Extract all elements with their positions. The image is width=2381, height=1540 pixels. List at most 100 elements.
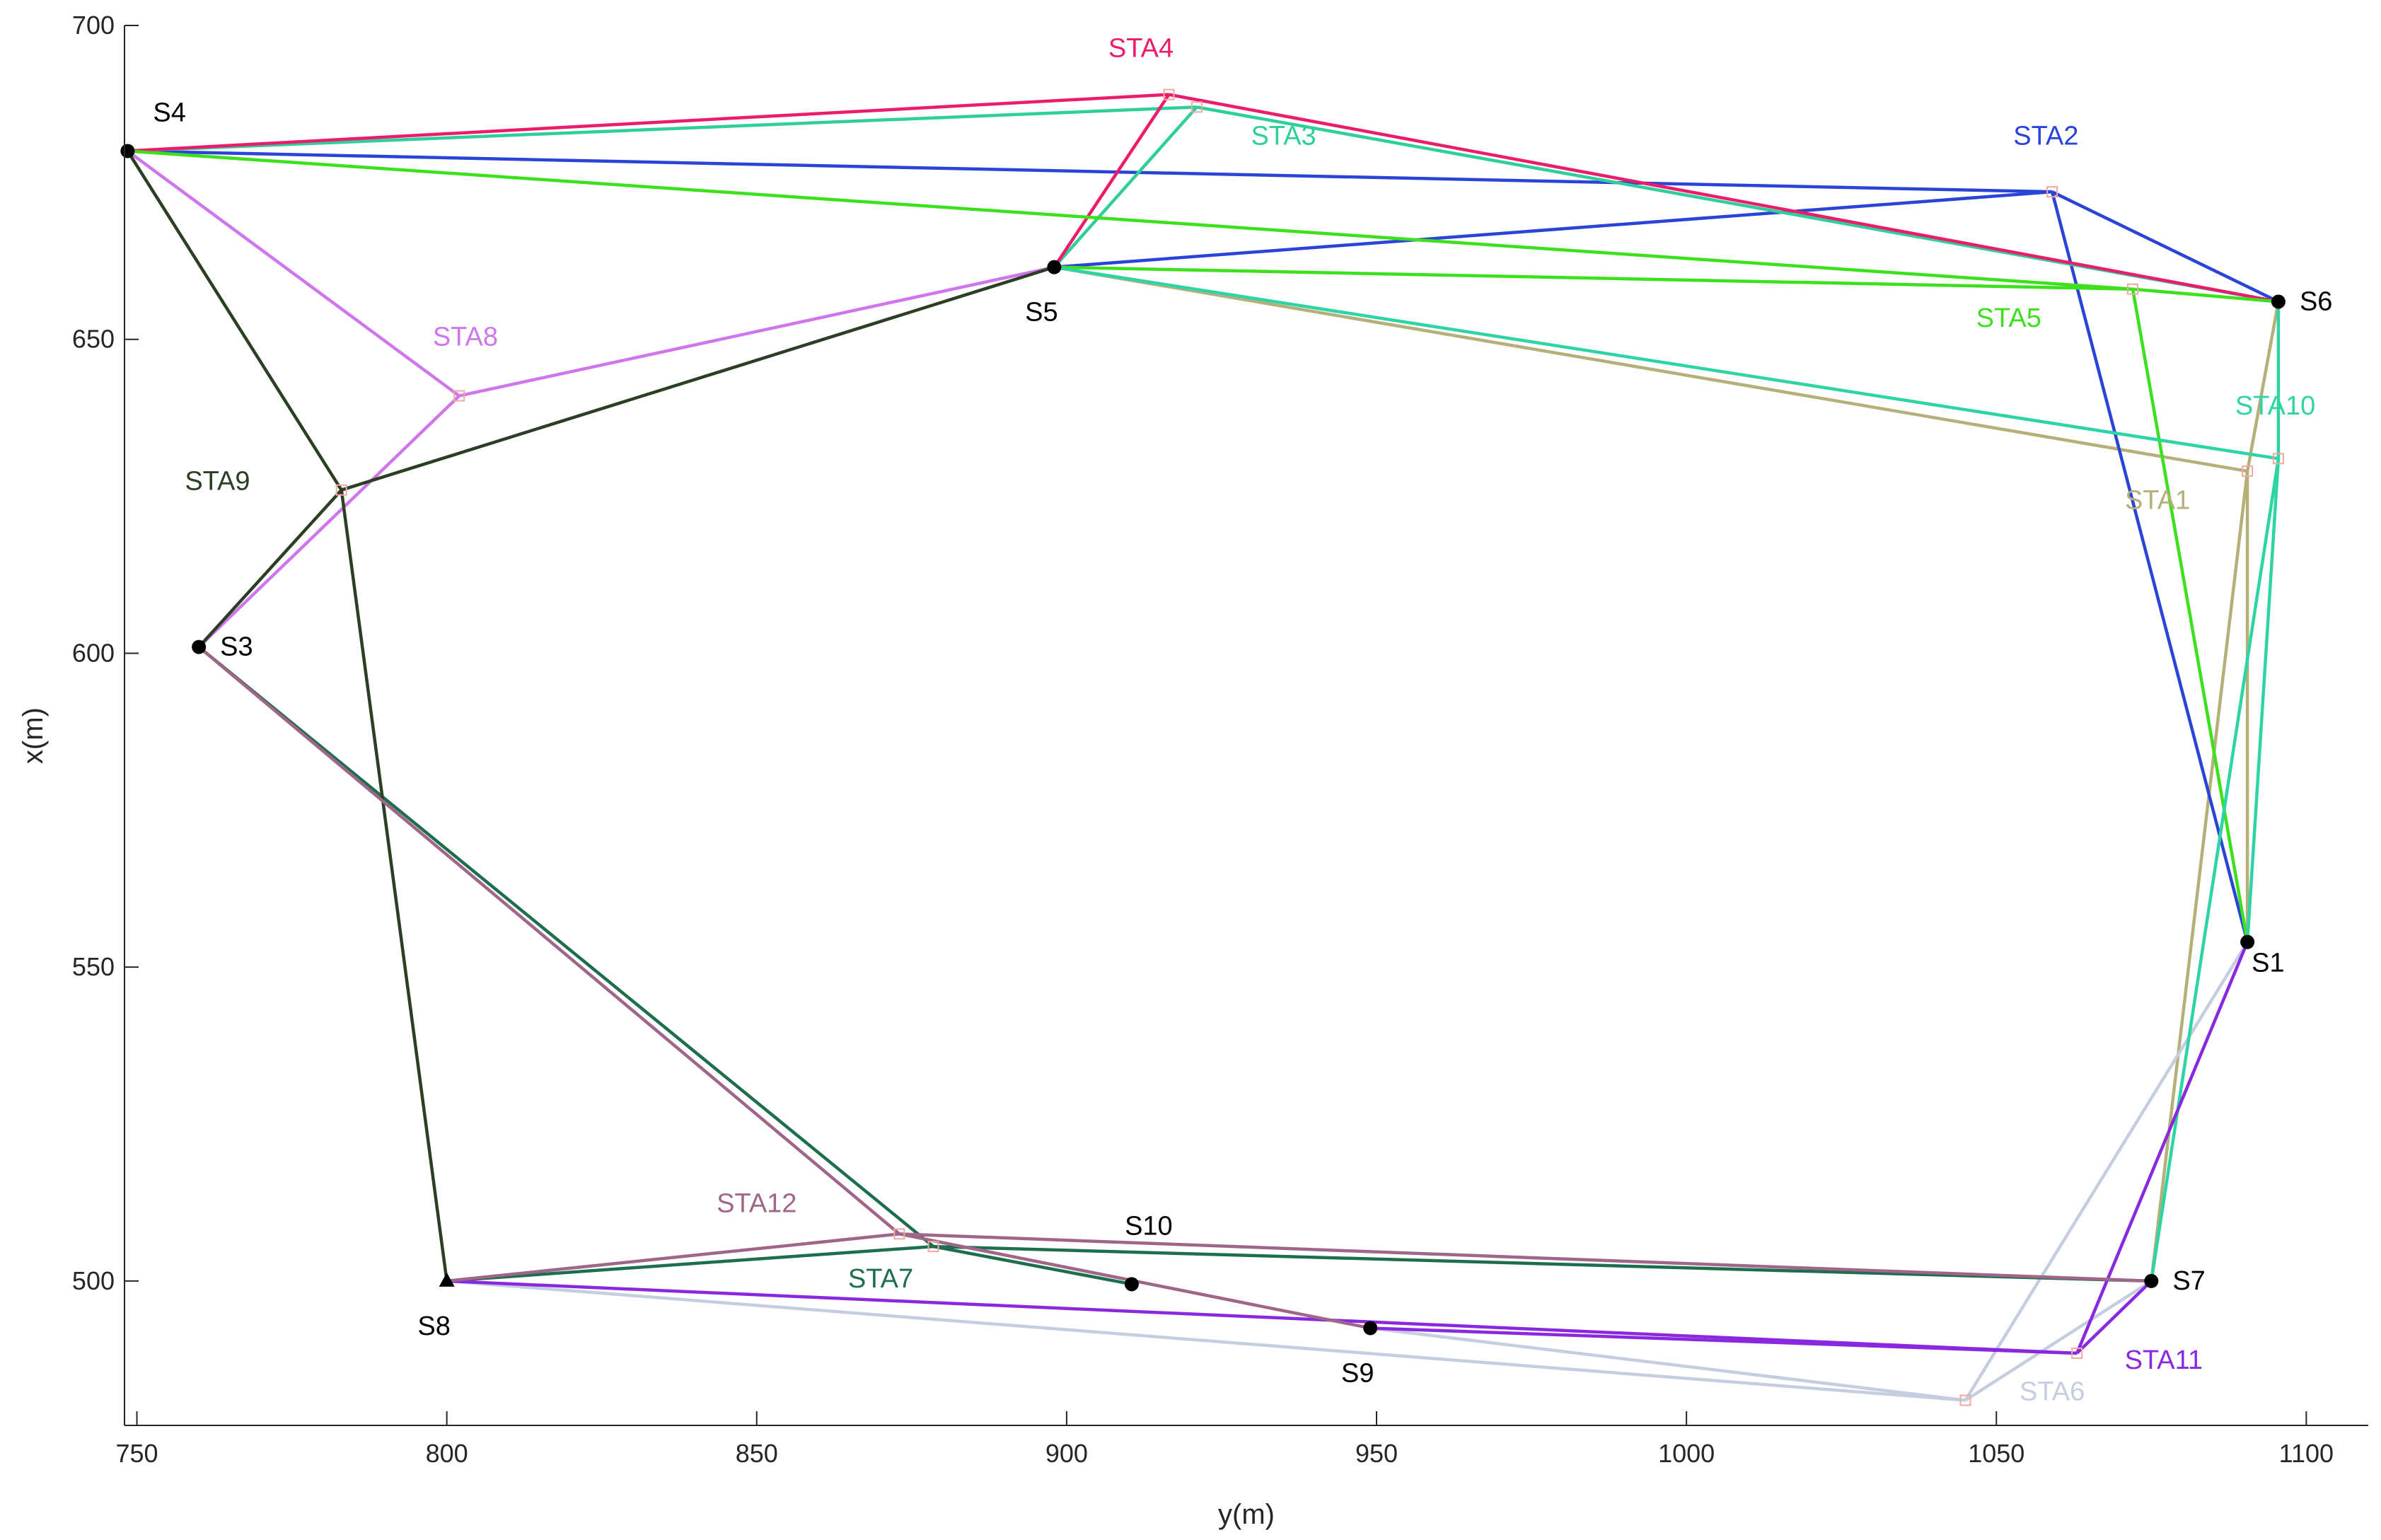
- marker-s7: [2144, 1273, 2159, 1288]
- x-tick-label: 1100: [2279, 1439, 2334, 1468]
- line-sta3-s4: [127, 105, 1197, 153]
- label-s5: S5: [1025, 298, 1058, 328]
- y-tick-label: 550: [72, 952, 115, 981]
- marker-s5: [1047, 260, 1062, 274]
- line-sta3-s5: [1053, 105, 1198, 269]
- line-sta6-s7: [1964, 1279, 2153, 1402]
- line-sta6-s1: [1964, 941, 2249, 1401]
- line-sta8-s4: [127, 149, 460, 398]
- label-sta5: STA5: [1976, 303, 2041, 333]
- line-sta8-s5: [458, 265, 1055, 398]
- line-sta5-s1: [2131, 289, 2249, 943]
- label-sta10: STA10: [2235, 391, 2315, 421]
- marker-s10: [1124, 1277, 1139, 1292]
- labels-layer: S1 S3 S4 S5 S6 S7 S8 S9 S10 STA1 STA2 STA3 STA4 STA5 S…: [153, 33, 2332, 1406]
- line-sta5-s4: [127, 149, 2133, 291]
- line-sta12-s8: [446, 1232, 900, 1283]
- line-sta6-s8: [446, 1279, 1966, 1402]
- label-sta9: STA9: [185, 467, 250, 497]
- marker-sta8: [453, 390, 465, 402]
- line-sta9-s4: [126, 150, 343, 491]
- line-sta5-s6: [2132, 287, 2279, 303]
- marker-sta9: [335, 484, 347, 496]
- label-sta6: STA6: [2020, 1377, 2085, 1407]
- marker-sta11: [2071, 1347, 2083, 1359]
- line-sta1-s7: [2150, 470, 2249, 1282]
- y-tick-label: 500: [72, 1266, 115, 1295]
- label-s1: S1: [2252, 949, 2284, 978]
- label-sta7: STA7: [848, 1264, 913, 1294]
- x-tick-label: 750: [115, 1439, 158, 1468]
- y-tick-label: 650: [72, 325, 115, 354]
- line-sta12-s3: [197, 645, 900, 1236]
- x-tick-label: 900: [1045, 1439, 1088, 1468]
- label-s9: S9: [1341, 1358, 1374, 1388]
- line-sta4-s6: [1169, 93, 2279, 303]
- marker-sta4: [1163, 88, 1175, 100]
- label-s8: S8: [417, 1312, 450, 1341]
- x-tick-label: 950: [1355, 1439, 1398, 1468]
- line-sta11-s7: [2075, 1280, 2153, 1355]
- marker-sta10: [2272, 453, 2284, 465]
- x-tick-label: 1050: [1968, 1439, 2024, 1468]
- line-sta11-s9: [1370, 1326, 2078, 1355]
- axes-layer: 750 800 850 900 950 1000 1050 1100 500 550 600 650 7…: [72, 11, 2368, 1468]
- label-s3: S3: [220, 632, 253, 662]
- label-s7: S7: [2172, 1266, 2205, 1296]
- line-sta7-s7: [933, 1244, 2152, 1283]
- label-sta3: STA3: [1251, 122, 1316, 151]
- label-s10: S10: [1125, 1211, 1173, 1241]
- y-tick-label: 600: [72, 638, 115, 667]
- line-sta10-s5: [1054, 265, 2279, 461]
- label-sta8: STA8: [433, 323, 498, 352]
- line-sta11-s8: [446, 1279, 2078, 1355]
- marker-sta1: [2242, 465, 2254, 477]
- y-axis-title: x(m): [18, 707, 49, 764]
- line-sta2-s1: [2050, 191, 2249, 943]
- line-sta1-s5: [1053, 265, 2248, 473]
- line-sta1-s6: [2245, 301, 2281, 472]
- label-s6: S6: [2300, 286, 2332, 316]
- line-sta9-s5: [341, 265, 1055, 492]
- marker-s9: [1363, 1321, 1378, 1336]
- line-sta7-s3: [197, 645, 934, 1248]
- line-sta6-s9: [1369, 1326, 1966, 1402]
- connection-lines: [126, 93, 2281, 1402]
- marker-s3: [192, 639, 207, 654]
- marker-s8: [439, 1272, 455, 1287]
- line-sta11-s1: [2075, 941, 2249, 1354]
- label-sta4: STA4: [1108, 33, 1174, 63]
- label-sta12: STA12: [717, 1188, 796, 1218]
- line-sta10-s1: [2245, 458, 2281, 942]
- line-sta2-s5: [1054, 190, 2053, 269]
- label-sta1: STA1: [2125, 485, 2190, 515]
- line-sta9-s8: [340, 490, 448, 1282]
- line-sta12-s7: [899, 1232, 2152, 1283]
- line-sta5-s5: [1054, 265, 2133, 291]
- line-sta4-s5: [1053, 93, 1171, 268]
- line-sta8-s3: [197, 394, 460, 649]
- marker-s1: [2240, 934, 2255, 949]
- line-sta9-s3: [197, 489, 343, 649]
- x-tick-label: 800: [426, 1439, 468, 1468]
- y-tick-label: 700: [72, 11, 115, 40]
- line-sta10-s7: [2150, 458, 2281, 1282]
- marker-sta2: [2046, 186, 2058, 198]
- marker-sta3: [1190, 101, 1203, 113]
- marker-s6: [2271, 294, 2286, 309]
- x-axis-title: y(m): [1218, 1499, 1275, 1530]
- x-tick-label: 1000: [1658, 1439, 1715, 1468]
- label-sta11: STA11: [2125, 1345, 2203, 1375]
- line-sta4-s4: [127, 93, 1169, 153]
- label-sta2: STA2: [2013, 122, 2078, 151]
- marker-sta7: [927, 1241, 939, 1253]
- line-sta2-s6: [2051, 190, 2279, 303]
- line-sta7-s10: [933, 1244, 1132, 1286]
- marker-sta12: [893, 1228, 905, 1240]
- marker-sta5: [2127, 283, 2139, 295]
- label-s4: S4: [153, 98, 185, 127]
- line-sta2-s4: [127, 149, 2053, 194]
- x-tick-label: 850: [736, 1439, 778, 1468]
